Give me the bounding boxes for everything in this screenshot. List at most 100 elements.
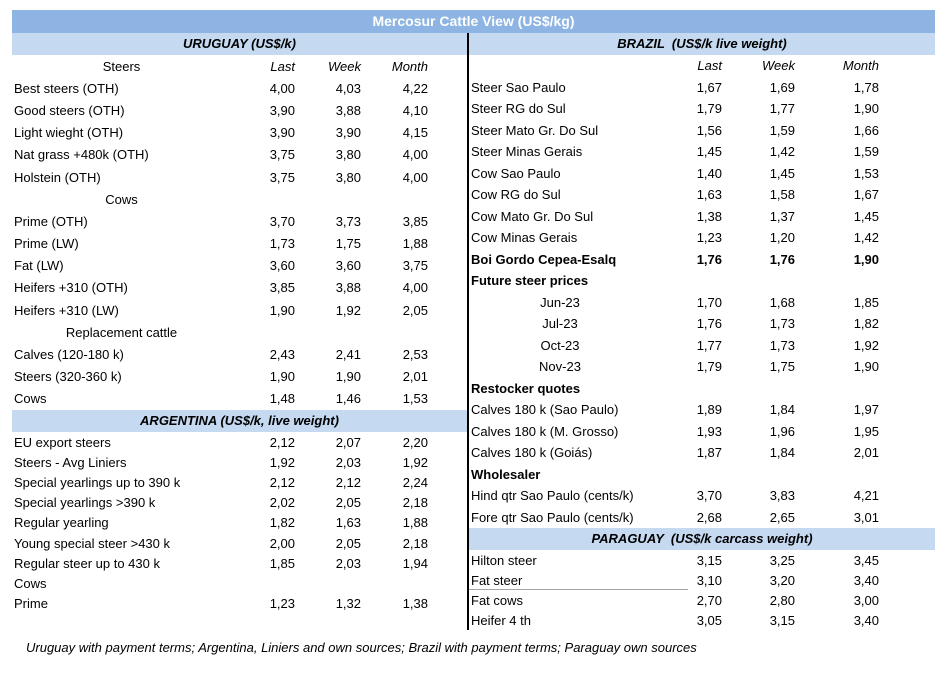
row-label: Boi Gordo Cepea-Esalq <box>471 251 617 267</box>
row-holstein-oth: Holstein (OTH) 3,75 3,80 4,00 <box>12 166 467 188</box>
value-last: 2,12 <box>269 434 295 450</box>
value-last: 1,70 <box>696 294 722 310</box>
row-replacement-cattle: Replacement cattle <box>12 321 467 343</box>
value-week: 1,92 <box>335 302 361 318</box>
section-argentina: EU export steers 2,12 2,07 2,20 Steers - Avg… <box>12 432 467 614</box>
row-label: Calves 180 k (M. Grosso) <box>471 423 619 439</box>
value-last: 3,75 <box>269 147 295 163</box>
value-last: 2,12 <box>269 474 295 490</box>
value-last: 2,02 <box>269 495 295 511</box>
row-cow-mato-gr-do-sul: Cow Mato Gr. Do Sul 1,38 1,37 1,45 <box>469 206 935 228</box>
row-regular-steer-up-to-430-k: Regular steer up to 430 k 1,85 2,03 1,94 <box>12 553 467 573</box>
value-month: 4,22 <box>402 80 428 96</box>
row-label: Regular yearling <box>14 515 109 531</box>
value-week: Week <box>328 58 361 74</box>
row-label: Calves (120-180 k) <box>14 347 124 363</box>
value-month: 2,53 <box>402 347 428 363</box>
value-month: 3,40 <box>853 612 879 628</box>
value-week: 1,42 <box>769 144 795 160</box>
row-oct-23: Oct-23 1,77 1,73 1,92 <box>469 335 935 357</box>
row-good-steers-oth: Good steers (OTH) 3,90 3,88 4,10 <box>12 99 467 121</box>
value-week: 3,73 <box>335 213 361 229</box>
row-label: Fat (LW) <box>14 258 64 274</box>
value-week: 3,80 <box>335 169 361 185</box>
value-month: 4,15 <box>402 125 428 141</box>
value-week: 1,68 <box>769 294 795 310</box>
row-label: Restocker quotes <box>471 380 581 396</box>
value-week: 2,41 <box>335 347 361 363</box>
value-last: 2,68 <box>696 509 722 525</box>
row-label: Cow Minas Gerais <box>471 230 578 246</box>
value-last: 2,70 <box>696 592 722 608</box>
section-header-argentina: ARGENTINA (US$/k, live weight) <box>12 410 467 432</box>
row-label: Holstein (OTH) <box>14 169 101 185</box>
value-month: 1,90 <box>853 359 879 375</box>
row-label: Light wieght (OTH) <box>14 125 124 141</box>
value-month: 1,66 <box>853 122 879 138</box>
report-title: Mercosur Cattle View (US$/kg) <box>12 10 935 33</box>
value-month: 1,92 <box>402 454 428 470</box>
value-week: 2,65 <box>769 509 795 525</box>
value-week: 4,03 <box>335 80 361 96</box>
row-prime-lw: Prime (LW) 1,73 1,75 1,88 <box>12 233 467 255</box>
value-last: 1,23 <box>696 230 722 246</box>
value-month: 1,90 <box>853 251 879 267</box>
row-label: Fat cows <box>471 592 524 608</box>
row-cow-minas-gerais: Cow Minas Gerais 1,23 1,20 1,42 <box>469 227 935 249</box>
value-week: 2,12 <box>335 474 361 490</box>
value-month: 1,53 <box>402 391 428 407</box>
value-week: 3,90 <box>335 125 361 141</box>
value-month: 1,53 <box>853 165 879 181</box>
value-last: 1,40 <box>696 165 722 181</box>
value-week: 1,45 <box>769 165 795 181</box>
row-label: Calves 180 k (Goiás) <box>471 445 593 461</box>
value-last: 3,75 <box>269 169 295 185</box>
row-label: Jun-23 <box>540 294 580 310</box>
value-last: 1,76 <box>696 251 722 267</box>
row-calves-180-k-m-grosso: Calves 180 k (M. Grosso) 1,93 1,96 1,95 <box>469 421 935 443</box>
row-label: Special yearlings >390 k <box>14 495 156 511</box>
row-calves-180-k-sao-paulo: Calves 180 k (Sao Paulo) 1,89 1,84 1,97 <box>469 399 935 421</box>
row-calves-120-180-k: Calves (120-180 k) 2,43 2,41 2,53 <box>12 343 467 365</box>
section-uruguay: Steers Last Week Month Best steers (OTH) 4,00… <box>12 55 467 410</box>
row-label: Hilton steer <box>471 552 537 568</box>
value-week: 2,80 <box>769 592 795 608</box>
row-label: Heifer 4 th <box>471 612 531 628</box>
value-week: 3,25 <box>769 552 795 568</box>
value-week: 1,77 <box>769 101 795 117</box>
row-fore-qtr-sao-paulo-cents-k: Fore qtr Sao Paulo (cents/k) 2,68 2,65 3,01 <box>469 507 935 529</box>
row-best-steers-oth: Best steers (OTH) 4,00 4,03 4,22 <box>12 77 467 99</box>
value-last: Last <box>270 58 295 74</box>
value-month: 3,75 <box>402 258 428 274</box>
value-month: 1,45 <box>853 208 879 224</box>
row-young-special-steer-430-k: Young special steer >430 k 2,00 2,05 2,18 <box>12 533 467 553</box>
value-month: 1,90 <box>853 101 879 117</box>
value-month: 4,10 <box>402 102 428 118</box>
row-fat-lw: Fat (LW) 3,60 3,60 3,75 <box>12 255 467 277</box>
row-label: Heifers +310 (OTH) <box>14 280 128 296</box>
value-month: 2,01 <box>402 369 428 385</box>
value-week: Week <box>762 58 795 74</box>
row-calves-180-k-goi-s: Calves 180 k (Goiás) 1,87 1,84 2,01 <box>469 442 935 464</box>
value-month: 2,20 <box>402 434 428 450</box>
row-label: Prime <box>14 596 48 612</box>
row-label: Cows <box>14 575 47 591</box>
value-month: 1,94 <box>402 555 428 571</box>
value-last: 2,43 <box>269 347 295 363</box>
row-label: Replacement cattle <box>65 324 178 340</box>
row-label: Oct-23 <box>540 337 580 353</box>
section-header-uruguay: URUGUAY (US$/k) <box>12 33 467 55</box>
section-header-brazil: BRAZIL (US$/k live weight) <box>469 33 935 55</box>
row-future-steer-prices: Future steer prices <box>469 270 935 292</box>
row-label: Calves 180 k (Sao Paulo) <box>471 402 619 418</box>
value-month: 1,95 <box>853 423 879 439</box>
value-month: 2,18 <box>402 535 428 551</box>
row-label: Good steers (OTH) <box>14 102 125 118</box>
value-week: 1,37 <box>769 208 795 224</box>
value-week: 1,73 <box>769 337 795 353</box>
row-regular-yearling: Regular yearling 1,82 1,63 1,88 <box>12 513 467 533</box>
row-label: Nov-23 <box>539 359 581 375</box>
value-month: Month <box>842 58 879 74</box>
value-month: 4,21 <box>853 488 879 504</box>
row-steer-sao-paulo: Steer Sao Paulo 1,67 1,69 1,78 <box>469 77 935 99</box>
